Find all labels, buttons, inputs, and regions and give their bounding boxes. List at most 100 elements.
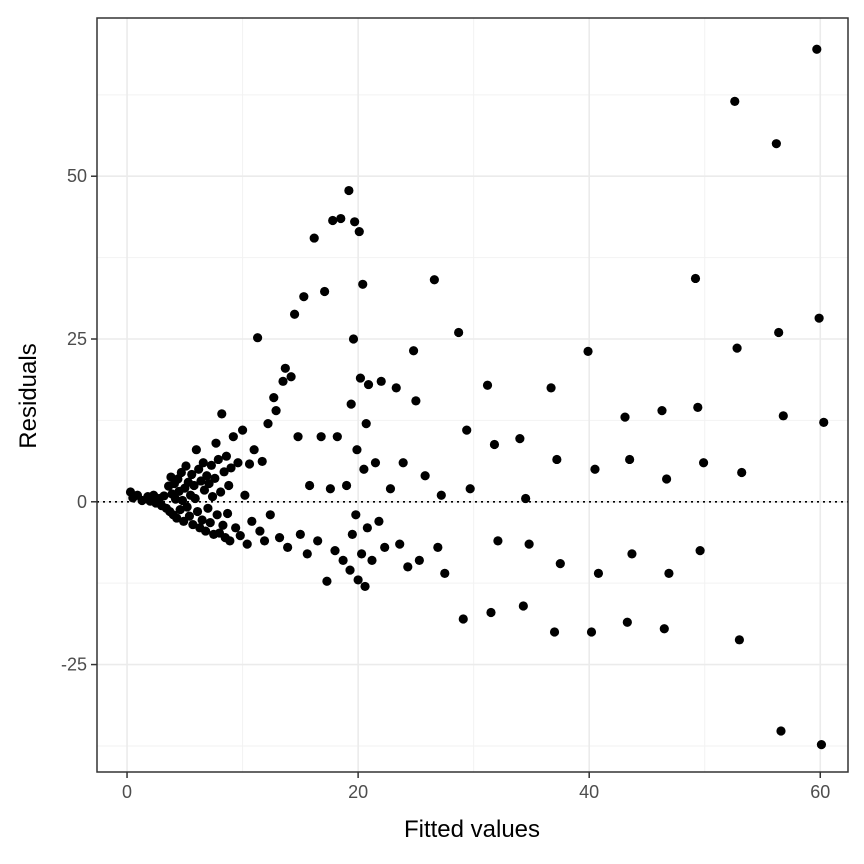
- data-point: [216, 487, 226, 497]
- data-point: [280, 363, 290, 373]
- data-point: [593, 568, 604, 579]
- data-point: [295, 529, 305, 539]
- data-point: [194, 464, 204, 474]
- data-point: [328, 215, 338, 226]
- data-point: [221, 451, 232, 461]
- data-point: [555, 559, 565, 569]
- data-point: [816, 740, 827, 750]
- x-tick-label: 60: [810, 782, 830, 802]
- data-point: [344, 185, 354, 196]
- data-point: [346, 399, 356, 409]
- data-point: [218, 520, 228, 530]
- data-point: [213, 454, 223, 465]
- data-point: [462, 425, 472, 435]
- data-point: [278, 376, 288, 386]
- data-point: [304, 480, 315, 491]
- data-point: [403, 562, 413, 572]
- data-point: [325, 484, 335, 494]
- data-point: [583, 346, 593, 356]
- data-point: [177, 495, 188, 506]
- data-point: [257, 456, 267, 467]
- data-point: [408, 346, 419, 356]
- data-point: [376, 376, 386, 386]
- data-point: [552, 454, 562, 465]
- data-point: [263, 419, 273, 429]
- data-point: [255, 526, 265, 536]
- data-point: [252, 333, 263, 343]
- data-point: [361, 419, 371, 429]
- data-point: [433, 542, 443, 552]
- data-point: [362, 523, 372, 533]
- data-point: [313, 536, 323, 546]
- data-point: [341, 480, 352, 491]
- data-point: [286, 372, 296, 382]
- data-point: [309, 233, 319, 243]
- data-point: [184, 511, 195, 521]
- data-point: [351, 510, 361, 520]
- data-point: [189, 480, 199, 491]
- data-point: [247, 516, 257, 526]
- data-point: [347, 529, 357, 539]
- data-point: [182, 502, 192, 512]
- data-point: [330, 546, 340, 556]
- data-point: [664, 568, 674, 579]
- data-point: [398, 458, 408, 468]
- data-point: [316, 432, 326, 442]
- data-point: [336, 213, 346, 224]
- data-point: [207, 491, 218, 502]
- data-point: [358, 279, 368, 289]
- data-point: [360, 581, 370, 592]
- x-tick-label: 20: [348, 782, 368, 802]
- data-point: [627, 549, 637, 559]
- data-point: [219, 467, 229, 477]
- data-point: [235, 531, 245, 541]
- data-point: [231, 523, 241, 533]
- data-point: [549, 627, 560, 637]
- data-point: [190, 493, 200, 504]
- data-point: [659, 624, 669, 634]
- data-point: [217, 409, 227, 419]
- data-point: [206, 460, 216, 470]
- y-axis-title: Residuals: [15, 343, 42, 448]
- y-tick-label: 0: [77, 492, 87, 512]
- data-point: [202, 471, 212, 481]
- data-point: [293, 432, 303, 442]
- data-point: [242, 539, 252, 549]
- data-point: [546, 383, 556, 393]
- data-point: [289, 309, 300, 319]
- data-point: [414, 555, 424, 565]
- y-axis-ticks: -25 0 25 50: [61, 166, 97, 675]
- data-point: [590, 464, 600, 474]
- data-point: [363, 379, 374, 390]
- data-point: [225, 536, 235, 546]
- data-point: [228, 432, 238, 442]
- data-point: [482, 380, 493, 390]
- data-point: [440, 568, 450, 579]
- data-point: [299, 292, 309, 302]
- data-point: [778, 411, 788, 421]
- data-point: [524, 539, 534, 549]
- data-point: [359, 464, 369, 474]
- data-point: [187, 469, 197, 480]
- data-point: [436, 490, 446, 500]
- data-point: [695, 546, 705, 556]
- data-point: [521, 493, 531, 504]
- data-point: [622, 617, 632, 627]
- data-point: [776, 726, 786, 736]
- data-point: [493, 536, 503, 546]
- data-point: [237, 425, 248, 435]
- x-axis-title: Fitted values: [404, 816, 540, 843]
- data-point: [486, 607, 496, 618]
- data-point: [518, 601, 528, 611]
- data-point: [662, 474, 672, 484]
- data-point: [380, 542, 390, 552]
- data-point: [732, 343, 742, 353]
- data-point: [489, 439, 500, 450]
- data-point: [188, 519, 198, 530]
- data-point: [210, 473, 220, 483]
- data-point: [224, 480, 234, 491]
- data-point: [345, 565, 355, 575]
- data-point: [771, 139, 781, 149]
- data-point: [352, 445, 362, 455]
